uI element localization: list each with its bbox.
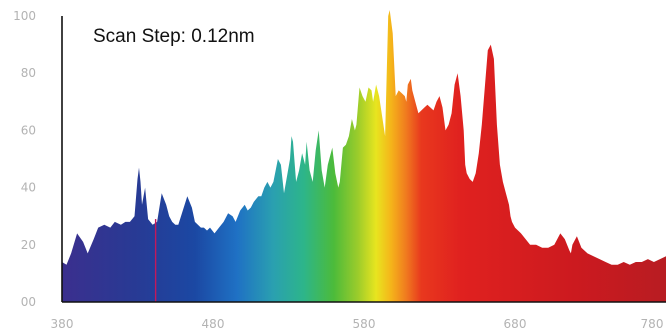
x-tick-label: 380 [51,317,74,331]
spectrum-area [62,10,666,302]
x-tick-label: 480 [202,317,225,331]
y-tick-label: 40 [21,181,36,195]
y-tick-label: 00 [21,295,36,309]
y-tick-label: 100 [13,9,36,23]
scan-step-annotation: Scan Step: 0.12nm [93,26,255,47]
y-tick-label: 80 [21,66,36,80]
x-tick-label: 680 [504,317,527,331]
y-tick-label: 60 [21,123,36,137]
x-tick-label: 780 [641,317,664,331]
area-layer [62,10,666,302]
y-tick-label: 20 [21,238,36,252]
x-tick-label: 580 [353,317,376,331]
tick-layer: 380 480 580 680 780 00 20 40 60 80 100 [13,9,663,331]
